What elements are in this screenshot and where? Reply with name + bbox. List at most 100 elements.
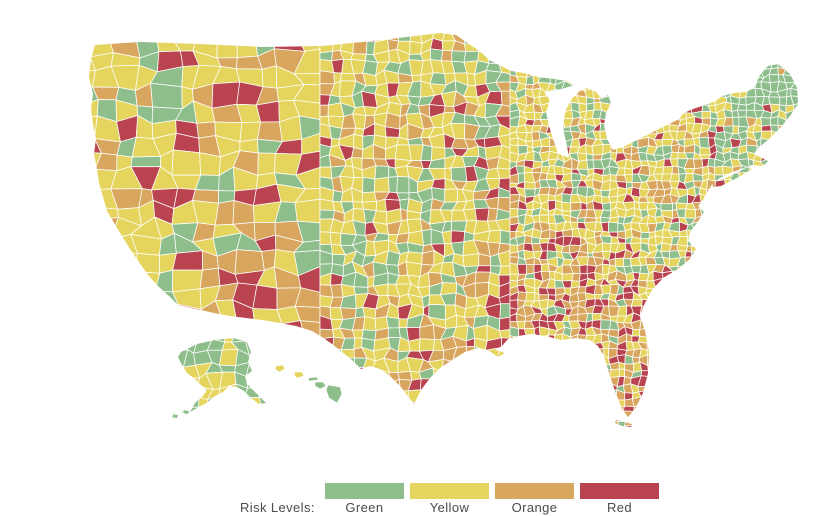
county[interactable] [429,72,447,86]
county[interactable] [509,418,519,427]
county[interactable] [748,321,758,331]
county[interactable] [245,374,262,389]
county[interactable] [762,186,770,196]
county[interactable] [563,368,571,380]
county[interactable] [524,420,536,428]
county[interactable] [564,440,570,449]
county[interactable] [252,284,278,310]
county[interactable] [762,271,770,282]
county[interactable] [738,334,749,344]
county[interactable] [615,144,624,154]
county[interactable] [668,41,680,51]
county[interactable] [639,404,649,414]
county[interactable] [583,61,596,71]
county[interactable] [385,390,401,405]
county[interactable] [338,382,355,392]
county[interactable] [691,343,703,351]
county[interactable] [770,378,780,386]
county[interactable] [653,397,663,407]
county[interactable] [769,67,779,76]
county[interactable] [592,375,602,387]
county[interactable] [547,116,557,128]
county[interactable] [800,200,809,211]
county[interactable] [762,278,772,287]
county[interactable] [398,318,408,329]
county[interactable] [723,242,732,254]
county[interactable] [745,355,756,366]
county[interactable] [109,20,136,41]
county[interactable] [258,360,275,378]
county[interactable] [495,401,511,416]
county[interactable] [729,242,741,254]
county[interactable] [724,195,732,205]
county[interactable] [783,265,795,275]
county[interactable] [429,420,446,436]
county[interactable] [549,102,557,111]
county[interactable] [624,109,634,119]
county[interactable] [760,266,772,274]
county-cells-alaska[interactable] [169,327,275,422]
county[interactable] [462,380,481,395]
county[interactable] [607,67,616,79]
county[interactable] [610,81,617,92]
county[interactable] [441,366,456,381]
county[interactable] [801,139,810,147]
county[interactable] [608,116,620,126]
county[interactable] [646,389,658,402]
county[interactable] [525,333,536,343]
county[interactable] [669,363,679,371]
county[interactable] [571,429,582,435]
county[interactable] [532,410,543,422]
county[interactable] [647,313,657,325]
county[interactable] [808,146,818,153]
county[interactable] [661,439,673,448]
county[interactable] [777,389,787,401]
county[interactable] [515,389,526,400]
county[interactable] [615,399,626,408]
county[interactable] [708,334,720,345]
county[interactable] [776,301,785,311]
county[interactable] [568,412,581,421]
county[interactable] [784,144,796,156]
county[interactable] [219,364,236,373]
county[interactable] [691,412,702,422]
county[interactable] [645,123,658,135]
county[interactable] [706,347,717,358]
county[interactable] [548,95,556,107]
county[interactable] [633,26,641,36]
county[interactable] [668,46,680,57]
county[interactable] [786,47,795,56]
county[interactable] [654,347,664,358]
county[interactable] [523,181,536,190]
county[interactable] [724,448,732,457]
county[interactable] [707,80,718,91]
county[interactable] [615,53,626,63]
county[interactable] [594,61,602,71]
county[interactable] [532,447,540,456]
county[interactable] [694,450,703,457]
county[interactable] [584,33,597,41]
county[interactable] [745,334,755,344]
county[interactable] [669,447,680,456]
county[interactable] [373,19,390,34]
county[interactable] [74,115,98,139]
county[interactable] [257,121,283,142]
county[interactable] [700,201,710,209]
county[interactable] [409,40,423,55]
county[interactable] [799,412,810,420]
county[interactable] [776,159,786,167]
county[interactable] [809,385,818,394]
county[interactable] [660,396,671,405]
county[interactable] [555,145,566,155]
county[interactable] [631,329,641,337]
county[interactable] [624,97,634,105]
county[interactable] [387,378,401,392]
county[interactable] [669,340,681,352]
county[interactable] [731,376,740,384]
county[interactable] [463,22,478,31]
county[interactable] [509,25,518,36]
county[interactable] [738,214,749,225]
county[interactable] [683,397,694,406]
county[interactable] [539,370,550,380]
county[interactable] [277,21,299,36]
